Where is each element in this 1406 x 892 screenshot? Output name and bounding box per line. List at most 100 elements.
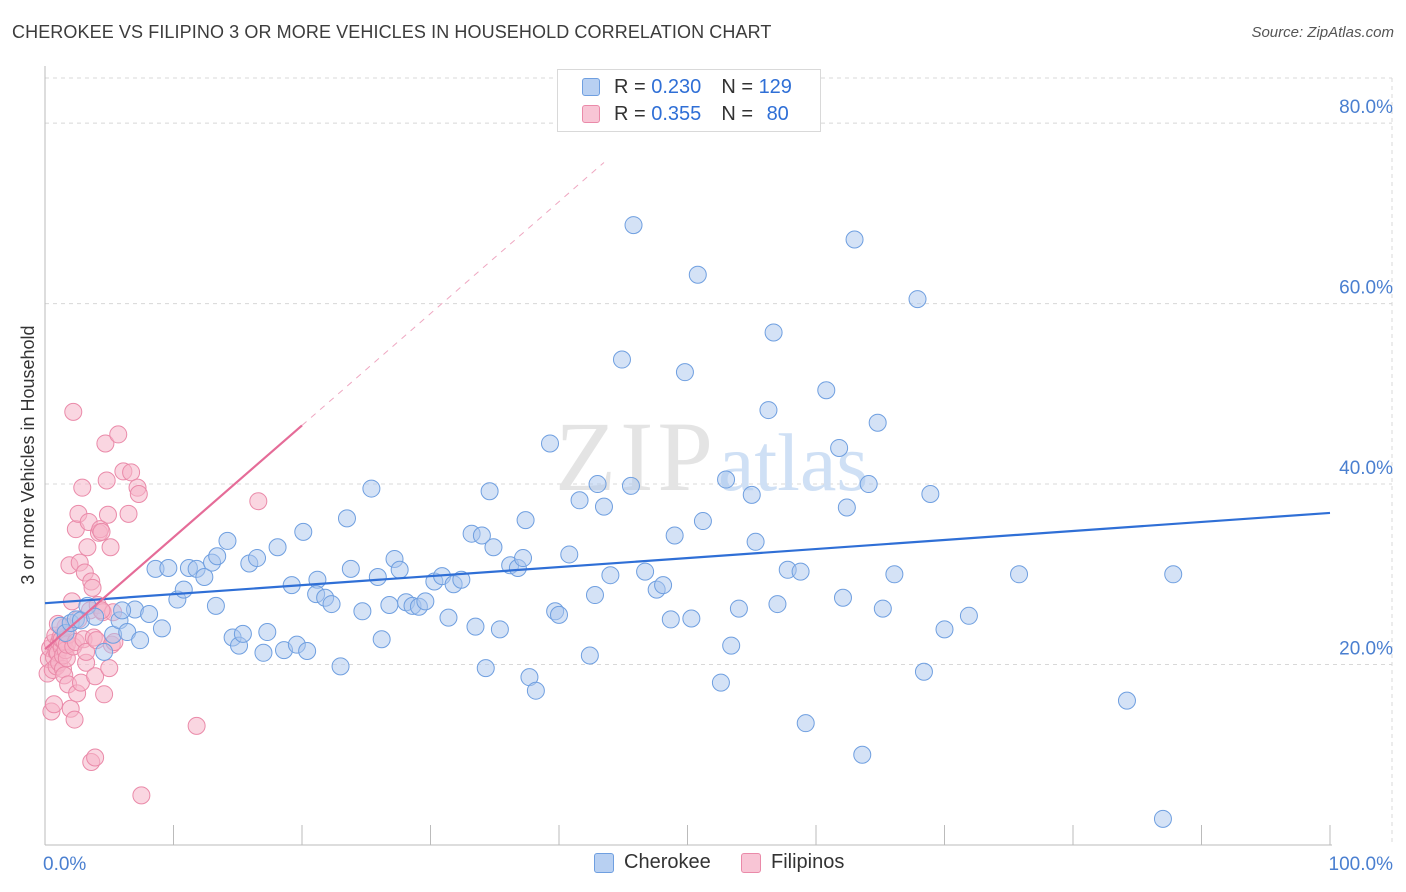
cherokee-point (921, 484, 940, 503)
cherokee-points (51, 216, 1183, 828)
cherokee-point (859, 475, 878, 494)
cherokee-point (466, 617, 485, 636)
cherokee-point (935, 620, 954, 639)
cherokee-point (174, 580, 193, 599)
legend-r-value: 0.355 (651, 102, 702, 125)
cherokee-point (268, 538, 287, 557)
cherokee-point (873, 599, 892, 618)
cherokee-trend-line (44, 511, 1331, 605)
cherokee-point (113, 601, 132, 620)
cherokee-point (439, 608, 458, 627)
x-tick-label: 0.0% (43, 854, 86, 875)
cherokee-point (541, 434, 560, 453)
axis-layer: 20.0% 40.0% 60.0% 80.0% 0.0% 100.0% (43, 66, 1393, 875)
cherokee-point (480, 482, 499, 501)
filipinos-point (78, 538, 97, 557)
cherokee-point (95, 642, 114, 661)
cherokee-point (742, 485, 761, 504)
filipinos-point (73, 478, 92, 497)
filipinos-point (92, 522, 111, 541)
cherokee-point (195, 568, 214, 587)
cherokee-point (368, 568, 387, 587)
cherokee-point (484, 538, 503, 557)
watermark-atlas: atlas (718, 417, 868, 508)
legend-n-label: N = (721, 102, 753, 125)
filipinos-point (100, 659, 119, 678)
cherokee-point (516, 511, 535, 530)
cherokee-point (830, 438, 849, 457)
filipinos-point (64, 402, 83, 421)
filipinos-trend-extension (301, 162, 605, 426)
cherokee-swatch (594, 852, 614, 873)
cherokee-point (118, 623, 137, 642)
trend-layer (44, 162, 1331, 651)
filipinos-swatch (741, 852, 761, 873)
legend-row-cherokee: R = 0.230 N = 129 (582, 74, 792, 100)
cherokee-point (294, 522, 313, 541)
cherokee-point (585, 586, 604, 605)
cherokee-point (959, 606, 978, 625)
cherokee-point (416, 592, 435, 611)
cherokee-point (746, 532, 765, 551)
cherokee-point (654, 576, 673, 595)
legend-n-value: 80 (766, 102, 789, 125)
cherokee-point (254, 643, 273, 662)
cherokee-point (764, 323, 783, 342)
y-tick-label: 60.0% (1339, 278, 1393, 299)
cherokee-point (759, 401, 778, 420)
y-tick-label: 40.0% (1339, 458, 1393, 479)
chart-source: Source: ZipAtlas.com (1251, 24, 1394, 41)
cherokee-point (914, 662, 933, 681)
cherokee-point (550, 605, 568, 624)
cherokee-point (258, 623, 277, 642)
cherokee-point (817, 381, 836, 400)
cherokee-point (853, 745, 872, 764)
filipinos-point (129, 484, 148, 503)
cherokee-point (768, 595, 787, 614)
cherokee-point (1117, 691, 1136, 710)
cherokee-point (570, 491, 589, 510)
filipinos-point (132, 786, 151, 805)
cherokee-point (636, 562, 655, 581)
legend-row-filipinos: R = 0.355 N = 80 (582, 101, 789, 127)
cherokee-point (722, 636, 741, 655)
cherokee-point (208, 547, 227, 566)
cherokee-point (665, 526, 684, 545)
y-tick-label: 20.0% (1339, 639, 1393, 660)
cherokee-point (868, 413, 887, 432)
filipinos-swatch (582, 105, 600, 123)
cherokee-point (612, 350, 631, 369)
filipinos-point (83, 578, 102, 597)
cherokee-point (337, 509, 356, 528)
cherokee-point (218, 531, 237, 550)
cherokee-point (682, 609, 701, 628)
legend-r-label: R = (614, 102, 646, 125)
cherokee-point (885, 565, 904, 584)
cherokee-point (729, 599, 748, 618)
bottom-legend-cherokee: Cherokee (594, 851, 711, 874)
filipinos-point (249, 492, 268, 511)
cherokee-point (248, 549, 267, 568)
filipinos-point (95, 685, 114, 704)
cherokee-point (711, 673, 730, 692)
cherokee-point (322, 595, 341, 614)
cherokee-point (661, 610, 680, 629)
filipinos-point (86, 748, 105, 767)
filipinos-trend-line (44, 424, 303, 651)
cherokee-point (298, 641, 317, 660)
filipinos-point (101, 538, 120, 557)
bottom-legend-label: Cherokee (624, 851, 711, 873)
cherokee-point (688, 265, 707, 284)
legend-r-value: 0.230 (651, 75, 702, 98)
bottom-legend-label: Filipinos (771, 851, 845, 873)
cherokee-point (140, 604, 159, 623)
filipinos-point (77, 642, 96, 661)
bottom-legend-filipinos: Filipinos (741, 851, 844, 874)
cherokee-point (159, 558, 178, 577)
cherokee-point (476, 659, 495, 678)
y-tick-label: 80.0% (1339, 97, 1393, 118)
filipinos-point (187, 716, 206, 735)
cherokee-point (621, 476, 640, 495)
filipinos-point (97, 471, 116, 490)
cherokee-point (380, 595, 399, 614)
